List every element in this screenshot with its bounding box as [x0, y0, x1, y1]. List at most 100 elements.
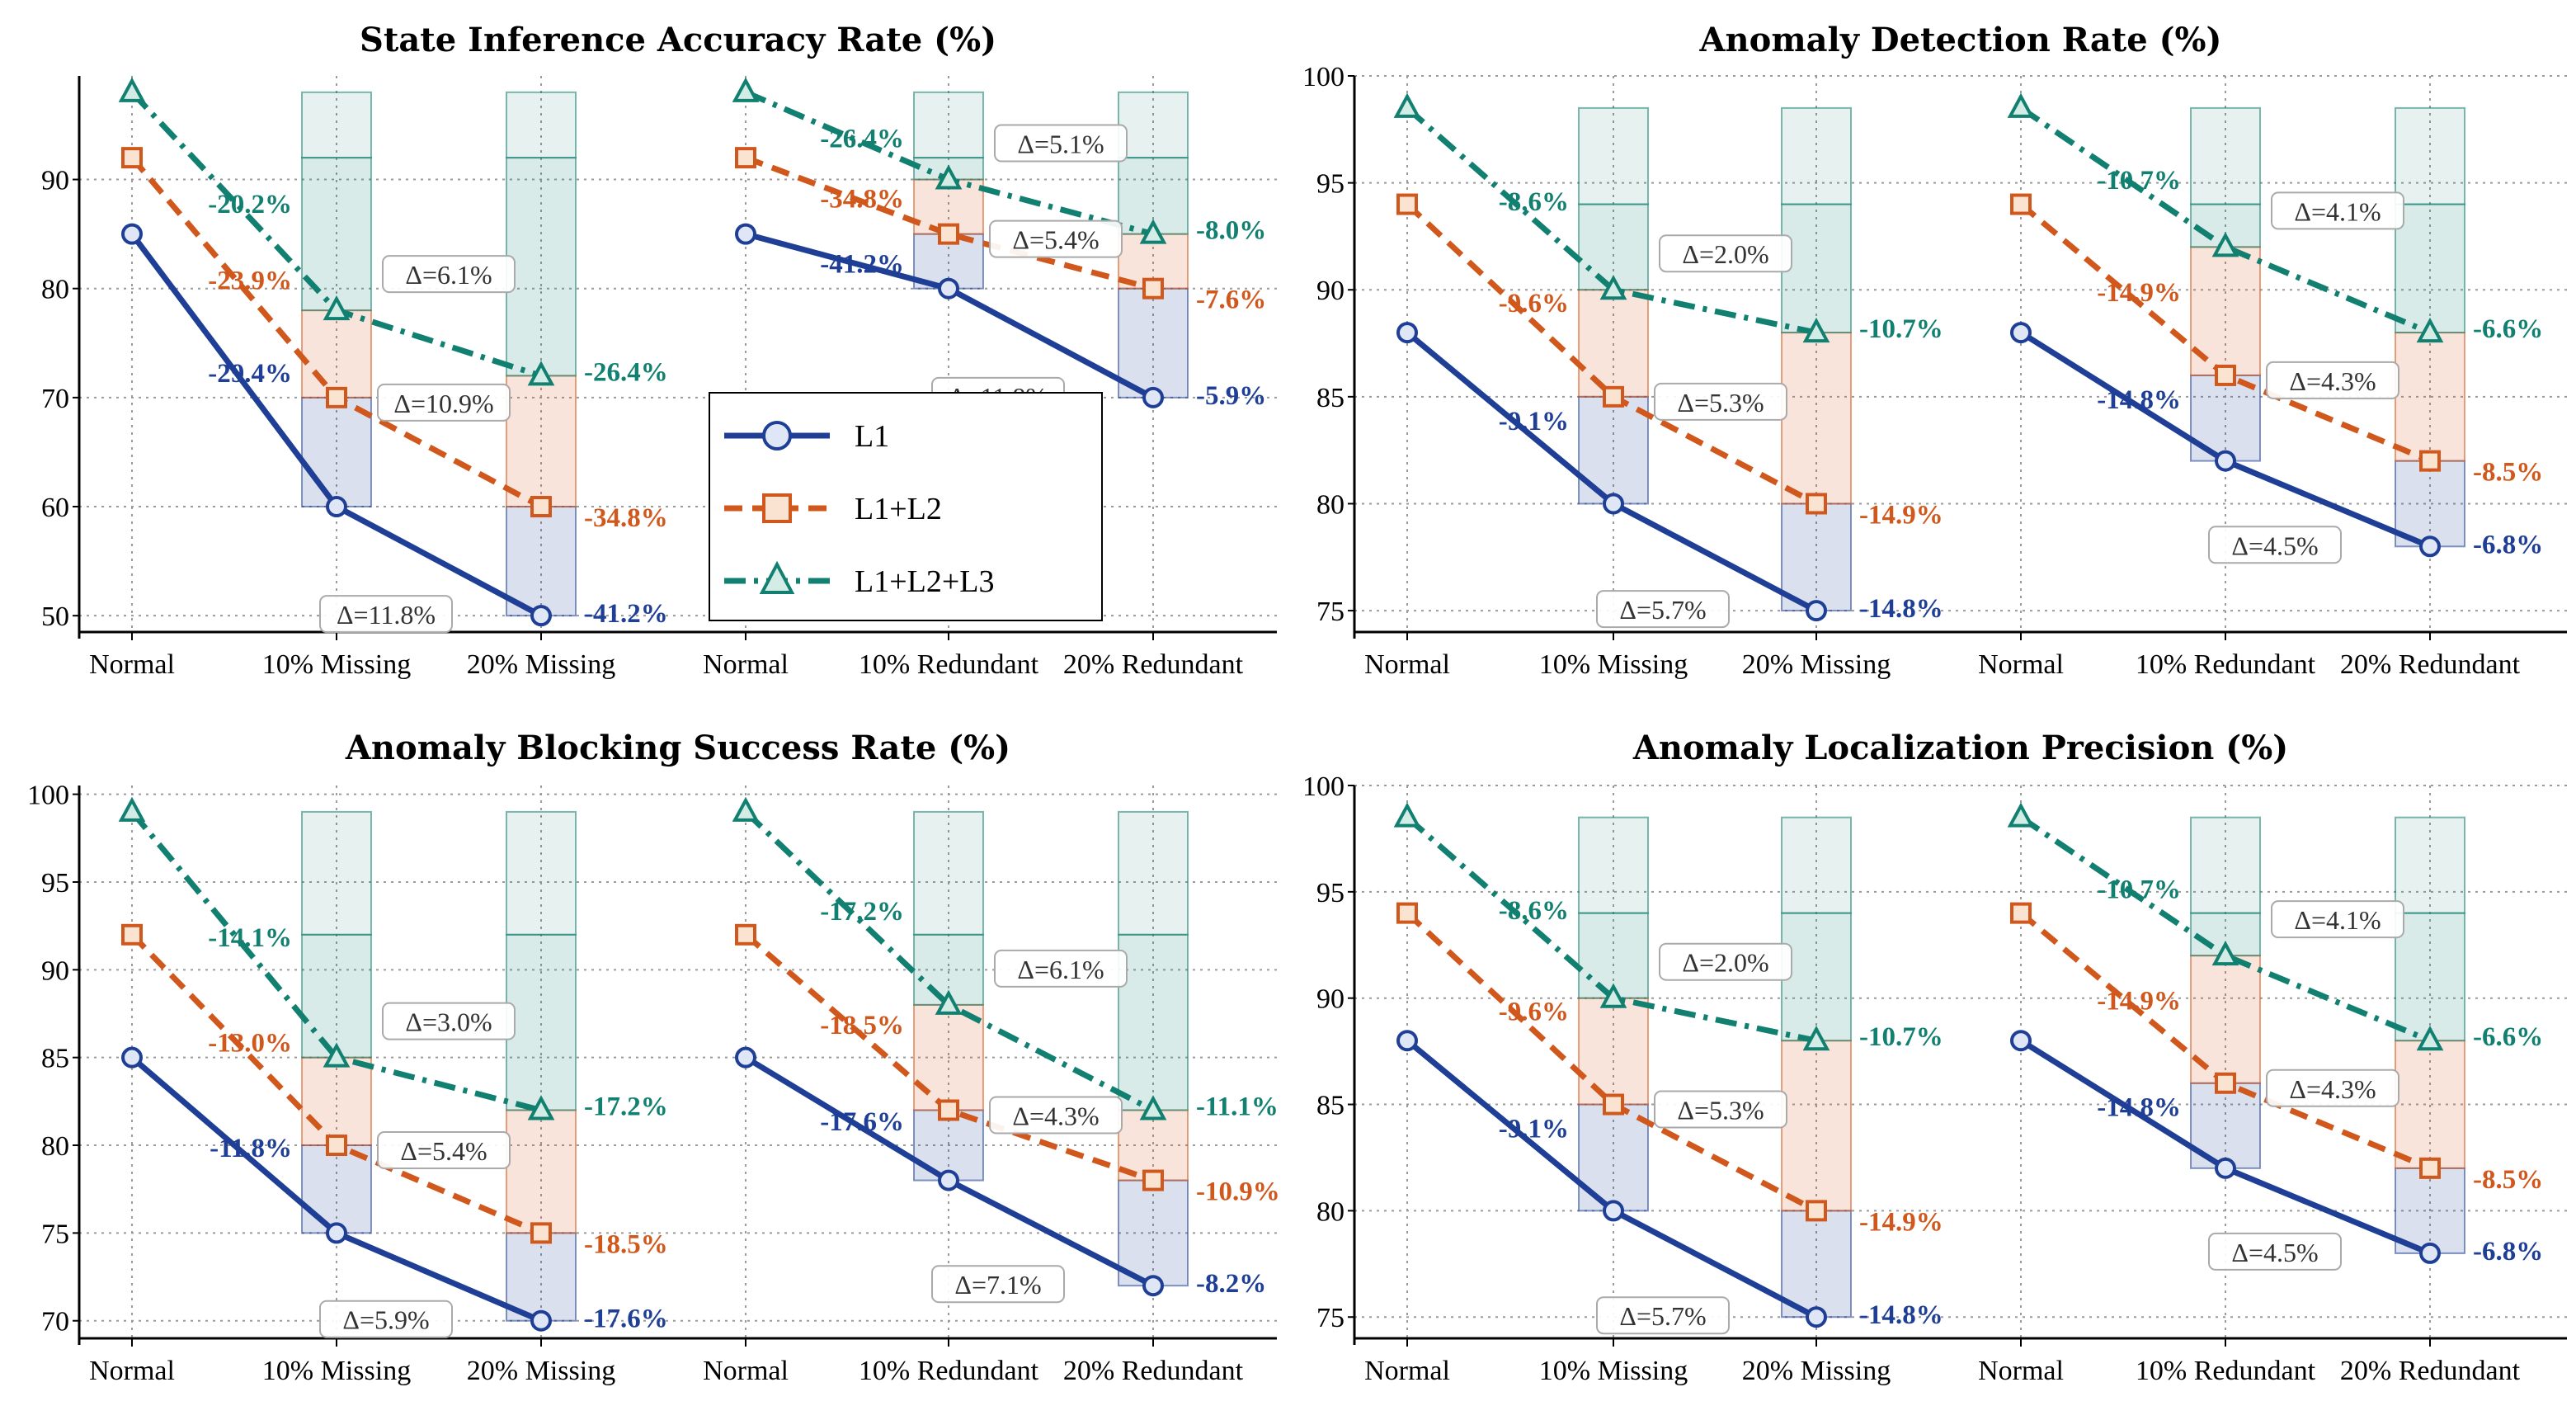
range-bar: [301, 933, 372, 1059]
range-bar: [2395, 1167, 2465, 1254]
data-point-L1: [121, 223, 143, 245]
chart-title: Anomaly Blocking Success Rate (%): [345, 729, 1010, 767]
range-bar: [506, 1109, 577, 1234]
percent-change-label: -9.1%: [1499, 1114, 1569, 1144]
y-tick-label: 85: [1316, 1091, 1345, 1121]
data-point-L1-L2-L3: [1599, 275, 1627, 300]
data-point-L1-L2-L3: [2211, 232, 2239, 257]
delta-box: [2271, 900, 2404, 939]
x-tick-label: 20% Missing: [467, 1356, 615, 1386]
percent-change-label: -10.7%: [2097, 166, 2181, 196]
data-point-L1-L2-L3: [1139, 1095, 1167, 1120]
x-tick-label: 20% Redundant: [1063, 1356, 1244, 1386]
x-tick-label: 10% Redundant: [859, 1356, 1039, 1386]
range-bar: [1118, 1179, 1189, 1287]
x-tick-label: 10% Missing: [262, 1356, 411, 1386]
delta-label: Δ=4.5%: [2231, 1238, 2318, 1267]
percent-change-label: -10.7%: [1859, 314, 1943, 344]
x-tick-label: 10% Redundant: [859, 649, 1039, 680]
x-tick-label: 10% Missing: [1539, 649, 1688, 680]
legend-marker: [762, 421, 792, 451]
data-point-L1: [1142, 1275, 1164, 1297]
delta-label: Δ=7.1%: [954, 1270, 1041, 1300]
range-bar: [2395, 816, 2465, 914]
range-bar: [506, 506, 577, 617]
percent-change-label: -11.8%: [210, 1134, 292, 1163]
range-bar: [506, 1232, 577, 1322]
y-tick-label: 70: [41, 1307, 69, 1337]
delta-box: [1596, 590, 1730, 629]
data-point-L1: [1603, 1200, 1624, 1222]
data-point-L1-L2-L3: [935, 989, 963, 1015]
series-line-L3: [2019, 814, 2432, 1044]
data-point-L1-L2: [121, 147, 143, 169]
percent-change-label: -14.8%: [2097, 385, 2181, 415]
data-point-L1-L2-L3: [935, 164, 963, 190]
data-point-L1-L2-L3: [1393, 802, 1421, 828]
y-tick-label: 85: [41, 1044, 69, 1074]
data-point-L1-L2: [2419, 1157, 2441, 1179]
y-tick-label: 90: [41, 166, 69, 196]
x-tick-label: Normal: [703, 649, 789, 680]
data-point-L1-L2: [1396, 193, 1418, 215]
data-point-L1-L2: [735, 923, 756, 946]
delta-box: [2266, 1069, 2399, 1107]
data-point-L1-L2: [1396, 902, 1418, 924]
y-tick-label: 100: [27, 781, 69, 811]
delta-label: Δ=5.4%: [400, 1136, 487, 1166]
x-tick-label: 10% Redundant: [2136, 1356, 2316, 1386]
series-line-L2: [744, 154, 1154, 292]
percent-change-label: -6.6%: [2473, 314, 2543, 344]
delta-box: [377, 1131, 511, 1170]
x-tick-label: Normal: [1978, 649, 2064, 680]
data-point-L1-L2-L3: [732, 77, 760, 102]
data-point-L1: [530, 605, 552, 627]
data-point-L1: [1806, 600, 1827, 622]
percent-change-label: -26.4%: [820, 125, 904, 154]
range-bar: [506, 91, 577, 159]
y-tick-label: 70: [41, 384, 69, 414]
range-bar: [2190, 816, 2261, 914]
y-tick-label: 100: [1302, 62, 1345, 92]
data-point-L1-L2: [938, 1099, 959, 1121]
delta-box: [1659, 942, 1792, 981]
data-point-L1-L2-L3: [118, 796, 146, 822]
data-point-L1-L2-L3: [2007, 802, 2035, 828]
percent-change-label: -34.8%: [584, 503, 668, 533]
data-point-L1-L2-L3: [527, 361, 555, 386]
data-point-L1: [1396, 1030, 1418, 1052]
delta-box: [382, 1002, 516, 1040]
delta-box: [382, 255, 516, 294]
y-tick-label: 85: [1316, 383, 1345, 413]
series-line-L3: [1405, 815, 1817, 1044]
percent-change-label: -8.5%: [2473, 1165, 2543, 1195]
legend-label: L1+L2: [855, 492, 942, 526]
chart-title: Anomaly Detection Rate (%): [1699, 21, 2222, 59]
percent-change-label: -41.2%: [820, 250, 904, 280]
range-bar: [2395, 332, 2465, 462]
range-bar: [913, 91, 984, 159]
percent-change-label: -10.7%: [1859, 1022, 1943, 1052]
range-bar: [1781, 912, 1852, 1042]
delta-box: [2271, 191, 2404, 230]
percent-change-label: -34.8%: [820, 184, 904, 214]
y-tick-label: 75: [1316, 597, 1345, 627]
percent-change-label: -11.1%: [1196, 1092, 1279, 1121]
delta-box: [989, 219, 1123, 258]
range-bar: [2190, 106, 2261, 205]
data-point-L1: [2215, 1157, 2236, 1179]
percent-change-label: -41.2%: [584, 599, 668, 629]
y-tick-label: 80: [1316, 1196, 1345, 1227]
percent-change-label: -13.0%: [208, 1028, 292, 1058]
delta-label: Δ=5.3%: [1677, 388, 1764, 418]
range-bar: [1578, 106, 1649, 205]
y-tick-label: 90: [1316, 984, 1345, 1015]
delta-box: [1654, 1090, 1787, 1129]
x-tick-label: Normal: [1364, 1356, 1450, 1386]
delta-label: Δ=2.0%: [1682, 948, 1768, 978]
data-point-L1-L2-L3: [1599, 983, 1627, 1008]
percent-change-label: -10.7%: [2097, 875, 2181, 904]
percent-change-label: -6.6%: [2473, 1022, 2543, 1052]
range-bar: [2395, 203, 2465, 334]
